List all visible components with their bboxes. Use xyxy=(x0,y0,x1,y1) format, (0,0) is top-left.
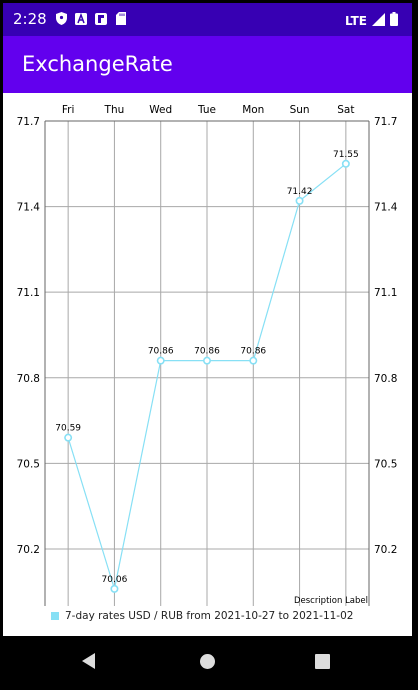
data-label: 70.06 xyxy=(102,575,128,585)
x-tick-label: Thu xyxy=(104,104,125,116)
y-tick-label-left: 70.5 xyxy=(17,458,40,470)
data-point xyxy=(110,584,119,593)
phone-screen: 2:28 LTE ExchangeRate xyxy=(3,3,412,686)
app-title: ExchangeRate xyxy=(22,52,173,76)
y-tick-label-right: 71.4 xyxy=(374,202,398,214)
status-system-icons: LTE xyxy=(345,11,398,30)
battery-icon xyxy=(390,11,398,30)
y-tick-label-right: 70.8 xyxy=(374,373,397,385)
data-point xyxy=(156,356,165,365)
status-notification-icons xyxy=(55,12,127,25)
y-tick-label-right: 71.7 xyxy=(374,116,397,128)
data-label: 70.59 xyxy=(55,424,81,434)
x-tick-label: Fri xyxy=(62,104,75,116)
y-tick-label-left: 70.2 xyxy=(17,544,40,556)
legend-label: 7-day rates USD / RUB from 2021-10-27 to… xyxy=(65,610,354,622)
y-tick-label-left: 70.8 xyxy=(17,373,40,385)
y-tick-label-right: 70.2 xyxy=(374,544,397,556)
data-label: 71.55 xyxy=(333,150,359,160)
legend-swatch xyxy=(51,612,59,620)
navigation-bar xyxy=(3,636,412,686)
data-label: 70.86 xyxy=(240,347,266,357)
sd-card-icon xyxy=(115,12,127,25)
status-time: 2:28 xyxy=(13,10,47,28)
data-point xyxy=(295,196,304,205)
data-point xyxy=(64,433,73,442)
y-tick-label-left: 71.1 xyxy=(17,287,40,299)
recent-apps-icon[interactable] xyxy=(315,654,330,669)
x-tick-label: Mon xyxy=(242,104,264,116)
x-tick-label: Tue xyxy=(197,104,216,116)
x-tick-label: Sat xyxy=(337,104,354,116)
app-bar: ExchangeRate xyxy=(3,36,412,93)
data-label: 70.86 xyxy=(148,347,174,357)
signal-icon xyxy=(372,11,385,30)
y-tick-label-left: 71.4 xyxy=(17,202,41,214)
x-tick-label: Wed xyxy=(149,104,172,116)
y-tick-label-right: 70.5 xyxy=(374,458,397,470)
data-point xyxy=(341,159,350,168)
text-a-icon xyxy=(75,12,87,25)
data-label: 71.42 xyxy=(287,187,313,197)
x-tick-label: Sun xyxy=(290,104,310,116)
data-point xyxy=(203,356,212,365)
data-label: 70.86 xyxy=(194,347,220,357)
network-type: LTE xyxy=(344,13,367,28)
y-tick-label-left: 71.7 xyxy=(17,116,40,128)
line-chart-svg[interactable]: 70.2 70.2 70.5 70.5 70.8 70.8 71.1 71.1 71.4 71.4… xyxy=(3,93,412,636)
back-icon[interactable] xyxy=(82,653,95,669)
home-icon[interactable] xyxy=(200,654,215,669)
y-tick-label-right: 71.1 xyxy=(374,287,397,299)
data-point xyxy=(249,356,258,365)
flipboard-icon xyxy=(95,12,107,25)
shield-icon xyxy=(55,12,67,25)
chart-legend: 7-day rates USD / RUB from 2021-10-27 to… xyxy=(51,610,353,622)
status-bar: 2:28 LTE xyxy=(3,3,412,36)
description-label: Description Label xyxy=(294,596,368,606)
exchange-rate-chart[interactable]: 70.2 70.2 70.5 70.5 70.8 70.8 71.1 71.1 71.4 71.4… xyxy=(3,93,412,636)
